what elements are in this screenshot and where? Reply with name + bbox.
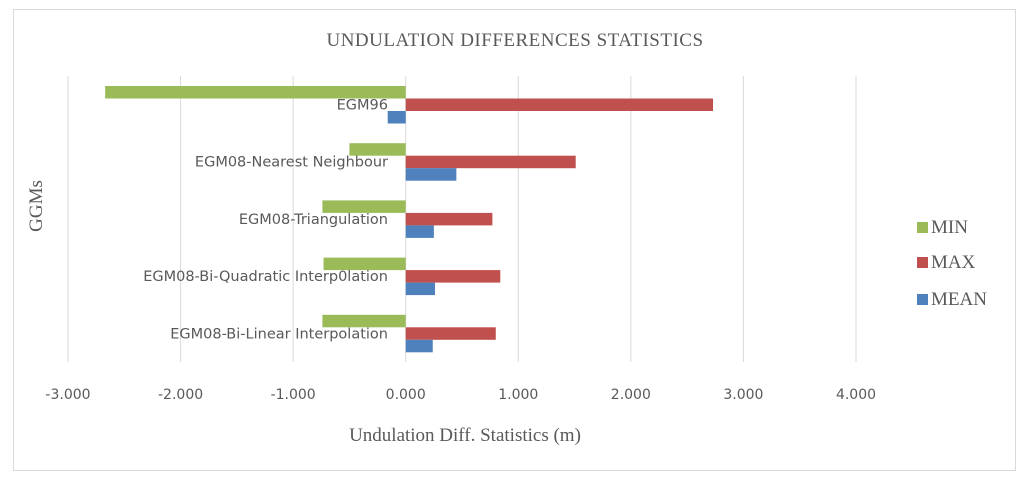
legend-swatch-mean xyxy=(917,294,928,305)
bar-min xyxy=(323,257,406,271)
bar-min xyxy=(105,86,406,99)
bar-max xyxy=(405,327,496,340)
x-tick-label: 1.000 xyxy=(498,387,538,403)
legend-label-mean: MEAN xyxy=(931,289,987,310)
bar-mean xyxy=(405,225,434,238)
x-tick-label: -3.000 xyxy=(45,387,90,403)
chart-title: UNDULATION DIFFERENCES STATISTICS xyxy=(326,30,703,51)
legend-swatch-max xyxy=(917,257,928,268)
bar-mean xyxy=(387,111,406,124)
legend-label-max: MAX xyxy=(931,252,976,273)
bar-max xyxy=(405,98,714,111)
category-label: EGM08-Bi-Quadratic Interp0lation xyxy=(143,269,388,285)
x-tick-label: -2.000 xyxy=(158,387,203,403)
bar-mean xyxy=(405,282,435,296)
legend-swatch-min xyxy=(917,222,928,233)
x-tick-label: -1.000 xyxy=(271,387,316,403)
category-label: EGM08-Triangulation xyxy=(239,212,388,228)
x-tick-label: 4.000 xyxy=(836,387,876,403)
category-label: EGM08-Bi-Linear Interpolation xyxy=(170,326,388,342)
bar-max xyxy=(405,212,493,226)
category-label: EGM96 xyxy=(337,98,388,114)
bar-mean xyxy=(405,339,433,353)
category-label: EGM08-Nearest Neighbour xyxy=(195,155,388,171)
bar-min xyxy=(322,200,406,213)
gridlines xyxy=(67,76,857,362)
x-axis-title: Undulation Diff. Statistics (m) xyxy=(349,425,581,446)
bar-min xyxy=(349,143,406,156)
x-tick-label: 3.000 xyxy=(723,387,763,403)
bar-max xyxy=(405,270,501,283)
bar-max xyxy=(405,155,576,169)
bars xyxy=(105,86,714,353)
x-tick-label: 2.000 xyxy=(611,387,651,403)
category-labels: EGM96 EGM08-Nearest Neighbour EGM08-Triang… xyxy=(143,98,388,343)
y-axis-title: GGMs xyxy=(26,180,47,232)
x-tick-labels: -3.000 -2.000 -1.000 0.000 1.000 2.000 3.000 4.… xyxy=(45,387,876,403)
legend: MIN MAX MEAN xyxy=(917,217,987,310)
bar-mean xyxy=(405,168,457,181)
x-tick-label: 0.000 xyxy=(386,387,426,403)
bar-min xyxy=(322,314,406,328)
legend-label-min: MIN xyxy=(931,217,968,238)
